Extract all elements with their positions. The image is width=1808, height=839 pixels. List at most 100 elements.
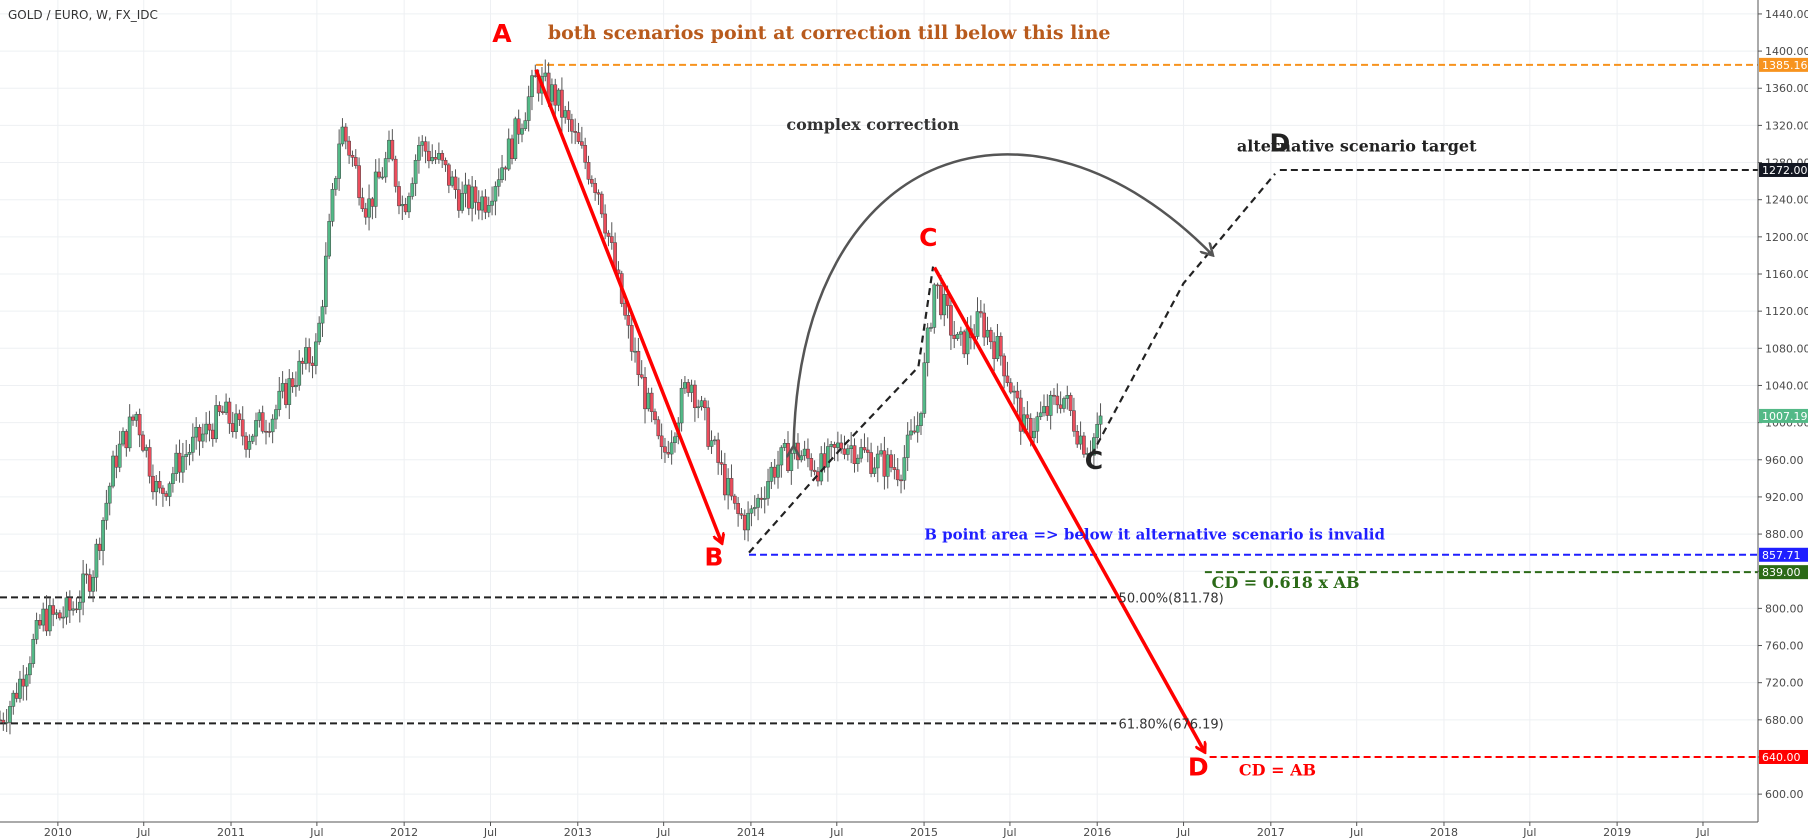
price-tick-label: 800.00: [1765, 602, 1804, 615]
candle: [357, 157, 361, 206]
candle: [995, 324, 1000, 362]
candle: [171, 466, 175, 493]
candle: [61, 606, 66, 629]
candle: [264, 419, 268, 445]
price-tick-label: 1120.00: [1765, 305, 1808, 318]
candle: [190, 423, 195, 462]
candle: [726, 468, 730, 510]
candle: [81, 560, 85, 616]
time-tick-label: 2016: [1083, 826, 1111, 839]
price-axis[interactable]: 600.00640.00680.00720.00760.00800.00840.…: [1757, 0, 1808, 839]
candle: [699, 395, 704, 411]
last-price-badge: 1007.19: [1759, 408, 1808, 423]
candle: [450, 170, 455, 188]
candle: [220, 405, 225, 415]
candle: [290, 372, 295, 393]
candle: [390, 129, 395, 162]
candle: [4, 709, 9, 733]
candle: [693, 380, 697, 422]
candle: [802, 440, 807, 461]
candle: [742, 509, 747, 541]
dashed-path-1[interactable]: [748, 266, 935, 554]
candle: [895, 458, 900, 487]
level-lines: [0, 63, 1758, 758]
candle: [463, 172, 468, 208]
candle: [350, 150, 355, 167]
candle: [526, 85, 531, 132]
candle: [779, 445, 784, 478]
time-axis[interactable]: 2010 Jul 2011 Jul 2012 Jul 2013 Jul 2014 Jul 2015 J…: [0, 821, 1758, 839]
candle: [679, 379, 684, 432]
candle: [87, 568, 92, 598]
candle: [1055, 383, 1060, 414]
price-tick-label: 680.00: [1765, 714, 1804, 727]
candle: [147, 439, 152, 484]
candle: [74, 597, 79, 613]
candle: [393, 155, 398, 193]
candle: [310, 356, 315, 379]
candle: [280, 371, 285, 399]
red-arrow-1[interactable]: [534, 69, 722, 544]
candle: [161, 485, 165, 507]
candle: [304, 337, 308, 370]
candle: [766, 468, 770, 506]
candle: [978, 300, 983, 318]
candle: [852, 438, 857, 473]
candle: [104, 489, 109, 530]
candle: [460, 181, 465, 214]
candle: [44, 595, 49, 636]
candle: [410, 177, 415, 200]
candle: [992, 332, 996, 372]
candle: [476, 190, 481, 220]
candle: [709, 430, 714, 454]
time-tick-label: Jul: [136, 826, 150, 839]
candle: [962, 329, 967, 358]
candle: [739, 508, 744, 520]
candle: [377, 158, 381, 180]
candle: [609, 222, 614, 250]
annotation-text: complex correction: [786, 115, 959, 134]
candle: [1045, 394, 1050, 421]
red-arrow-2[interactable]: [932, 266, 1205, 752]
candle: [855, 454, 860, 472]
candle: [254, 412, 258, 446]
time-tick-label: 2012: [390, 826, 418, 839]
annotation-text: CD = AB: [1239, 761, 1316, 780]
candle: [470, 176, 474, 222]
candle: [94, 538, 99, 592]
candle: [177, 439, 182, 483]
candle: [413, 154, 418, 197]
candle: [363, 202, 368, 225]
time-tick-label: 2014: [737, 826, 765, 839]
time-tick-label: Jul: [1522, 826, 1536, 839]
candle: [490, 186, 494, 216]
candle: [885, 447, 890, 489]
candle: [237, 409, 242, 426]
candle: [812, 460, 817, 476]
candle: [929, 322, 933, 332]
candle: [433, 150, 438, 165]
time-tick-label: Jul: [309, 826, 323, 839]
candle: [762, 486, 767, 514]
cd-equals-ab-line-badge: 640.00: [1759, 749, 1808, 764]
wave-point-label: C: [919, 223, 937, 252]
time-tick-label: Jul: [1002, 826, 1016, 839]
candle: [629, 314, 634, 361]
fib-label: 61.80%(676.19): [1119, 717, 1224, 732]
candle: [1078, 421, 1083, 450]
candle: [899, 474, 903, 494]
complex-correction-arrow[interactable]: [794, 153, 1213, 445]
candle: [383, 151, 388, 183]
candle: [570, 113, 574, 144]
cd-0618-line-badge: 839.00: [1759, 565, 1808, 580]
candle: [1098, 403, 1103, 439]
candle: [869, 442, 873, 478]
candle: [563, 105, 568, 124]
candle: [649, 387, 654, 423]
candle: [91, 570, 95, 603]
candle: [905, 422, 910, 472]
candle: [300, 357, 305, 375]
candle: [703, 397, 707, 421]
candle: [826, 438, 830, 482]
